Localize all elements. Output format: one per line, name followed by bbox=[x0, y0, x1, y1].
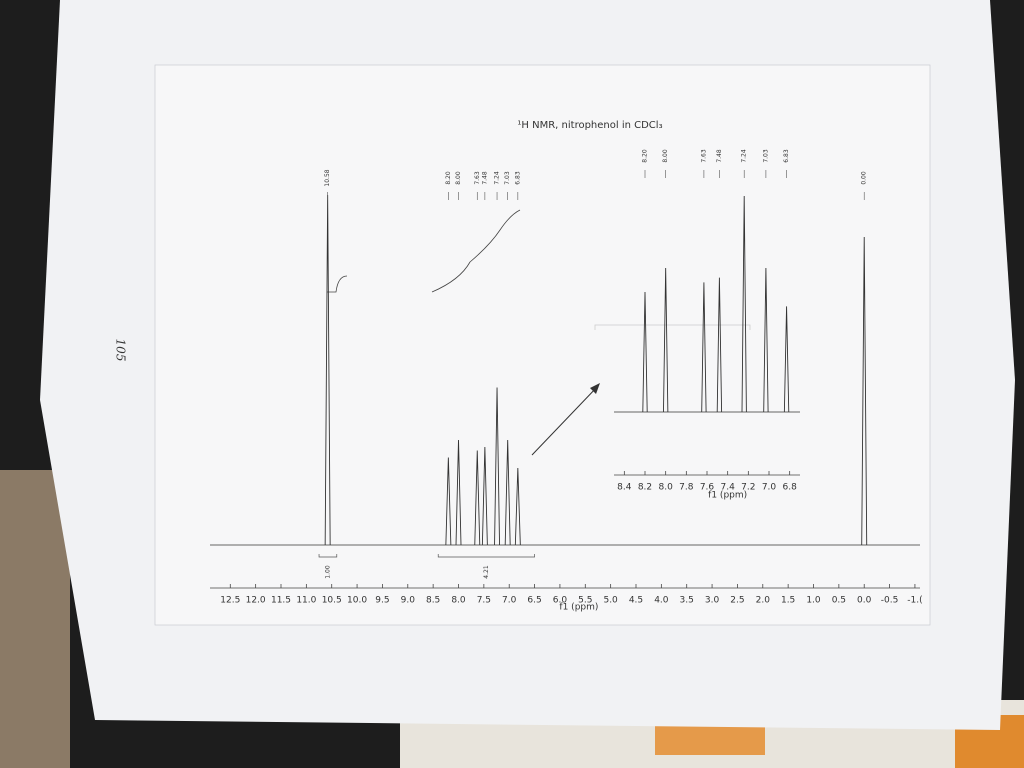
x-tick-label: 11.5 bbox=[271, 596, 291, 606]
peak bbox=[455, 439, 462, 546]
peak-label: 7.03 bbox=[504, 171, 511, 185]
x-tick-label: 4.0 bbox=[654, 596, 669, 606]
page-number: 105 bbox=[114, 339, 128, 362]
integral-bracket bbox=[318, 554, 338, 558]
peak bbox=[763, 267, 769, 413]
x-tick-label: 0.0 bbox=[857, 596, 872, 606]
x-tick-label: 8.0 bbox=[659, 483, 674, 493]
x-tick-label: 7.8 bbox=[679, 483, 694, 493]
peak-label: 7.03 bbox=[762, 149, 769, 163]
x-tick-label: 10.5 bbox=[322, 596, 342, 606]
x-tick-label: -0.5 bbox=[881, 596, 899, 606]
x-tick-label: 4.5 bbox=[629, 596, 643, 606]
peak-label: 8.00 bbox=[455, 171, 462, 185]
peak bbox=[741, 195, 747, 413]
peak-label: 7.48 bbox=[716, 149, 723, 163]
peak-label: 7.24 bbox=[494, 171, 501, 185]
x-tick-label: 2.0 bbox=[756, 596, 771, 606]
x-tick-label: 8.4 bbox=[617, 483, 632, 493]
x-axis-label: f1 (ppm) bbox=[559, 603, 598, 613]
x-tick-label: 11.0 bbox=[296, 596, 316, 606]
x-tick-label: 12.5 bbox=[220, 596, 240, 606]
x-tick-label: 8.5 bbox=[426, 596, 440, 606]
peak bbox=[642, 291, 648, 413]
peak-label: 6.83 bbox=[514, 171, 521, 185]
arrow-head bbox=[590, 383, 600, 394]
integral-label: 4.21 bbox=[483, 565, 490, 579]
x-tick-label: 5.5 bbox=[578, 596, 592, 606]
peak bbox=[861, 236, 868, 546]
peak bbox=[716, 277, 723, 413]
peak bbox=[474, 450, 481, 546]
peak bbox=[481, 446, 488, 546]
x-tick-label: 7.6 bbox=[700, 483, 715, 493]
x-tick-label: 0.5 bbox=[832, 596, 846, 606]
x-tick-label: 7.4 bbox=[721, 483, 736, 493]
x-tick-label: 1.0 bbox=[806, 596, 821, 606]
integral-curve bbox=[327, 275, 348, 293]
x-tick-label: 7.5 bbox=[477, 596, 491, 606]
peak-label: 10.58 bbox=[324, 169, 331, 186]
x-tick-label: 3.0 bbox=[705, 596, 720, 606]
chart-frame bbox=[154, 64, 931, 626]
x-tick-label: 9.5 bbox=[375, 596, 389, 606]
arrow bbox=[531, 385, 599, 456]
peak-label: 7.48 bbox=[481, 171, 488, 185]
peak bbox=[701, 282, 707, 413]
peak-label: 7.63 bbox=[700, 149, 707, 163]
peak-label: 6.83 bbox=[783, 149, 790, 163]
x-tick-label: 9.0 bbox=[401, 596, 416, 606]
x-tick-label: 10.0 bbox=[347, 596, 367, 606]
x-tick-label: -1.( bbox=[907, 596, 922, 606]
peak bbox=[445, 457, 452, 546]
peak-label: 0.00 bbox=[861, 171, 868, 185]
x-tick-label: 1.5 bbox=[781, 596, 795, 606]
x-tick-label: 3.5 bbox=[680, 596, 694, 606]
x-tick-label: 7.0 bbox=[502, 596, 517, 606]
x-axis-label: f1 (ppm) bbox=[708, 491, 747, 501]
integral-bracket bbox=[437, 554, 535, 558]
x-tick-label: 6.0 bbox=[553, 596, 568, 606]
x-tick-label: 7.2 bbox=[741, 483, 755, 493]
peak-label: 8.00 bbox=[662, 149, 669, 163]
chart-title: ¹H NMR, nitrophenol in CDCl₃ bbox=[517, 120, 662, 131]
x-tick-label: 8.2 bbox=[638, 483, 652, 493]
peak-label: 8.20 bbox=[642, 149, 649, 163]
peak bbox=[494, 387, 500, 546]
peak-label: 7.24 bbox=[741, 149, 748, 163]
x-tick-label: 7.0 bbox=[762, 483, 777, 493]
x-tick-label: 8.0 bbox=[451, 596, 466, 606]
x-tick-label: 6.8 bbox=[783, 483, 798, 493]
x-tick-label: 12.0 bbox=[246, 596, 266, 606]
peak-label: 8.20 bbox=[445, 171, 452, 185]
integral-label: 1.00 bbox=[324, 565, 331, 579]
peak-label: 7.63 bbox=[474, 171, 481, 185]
x-tick-label: 5.0 bbox=[603, 596, 618, 606]
peak bbox=[514, 467, 521, 546]
bleed-through bbox=[594, 324, 751, 330]
x-tick-label: 2.5 bbox=[730, 596, 744, 606]
peak bbox=[783, 306, 790, 413]
integral-curve bbox=[431, 209, 521, 293]
peak bbox=[504, 439, 511, 546]
peak bbox=[663, 267, 669, 413]
x-tick-label: 6.5 bbox=[527, 596, 541, 606]
chair bbox=[0, 470, 70, 768]
